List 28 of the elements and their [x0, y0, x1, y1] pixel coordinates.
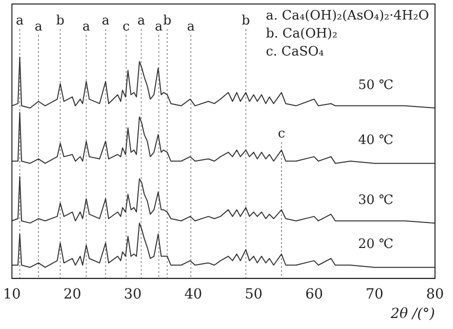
- x-tick-label: 70: [366, 286, 384, 302]
- x-tick-label: 50: [244, 286, 263, 302]
- x-tick-label: 40: [184, 286, 202, 302]
- ref-line-label: a: [82, 19, 90, 34]
- x-tick-label: 20: [63, 286, 82, 302]
- annotation: c. CaSO₄: [266, 44, 324, 60]
- ref-line-label: a: [102, 13, 110, 28]
- ref-line-label: a: [154, 19, 163, 34]
- x-tick-label: 30: [124, 286, 142, 302]
- ref-line-label: b: [242, 13, 250, 28]
- ref-line-label: c: [278, 126, 286, 142]
- series-label: 30 ℃: [358, 192, 394, 208]
- series-label: 40 ℃: [358, 133, 394, 148]
- ref-line-label: a: [137, 13, 146, 28]
- x-tick-label: 80: [426, 286, 444, 302]
- x-tick-label: 60: [305, 286, 324, 302]
- x-tick-label: 10: [2, 286, 21, 302]
- x-axis-title: 2θ /(°): [390, 306, 435, 322]
- text: b. Ca(OH)₂: [266, 26, 338, 42]
- ref-line-label: b: [56, 13, 64, 28]
- series-label: 20 ℃: [358, 237, 394, 252]
- text: a. Ca₄(OH)₂(AsO₄)₂·4H₂O: [266, 8, 430, 24]
- series-label: 50 ℃: [358, 78, 394, 93]
- ref-line-label: a: [186, 19, 195, 34]
- ref-line-label: c: [122, 19, 130, 34]
- ref-line-label: a: [34, 19, 43, 34]
- ref-line-label: a: [16, 13, 24, 28]
- ref-line-label: b: [163, 13, 172, 28]
